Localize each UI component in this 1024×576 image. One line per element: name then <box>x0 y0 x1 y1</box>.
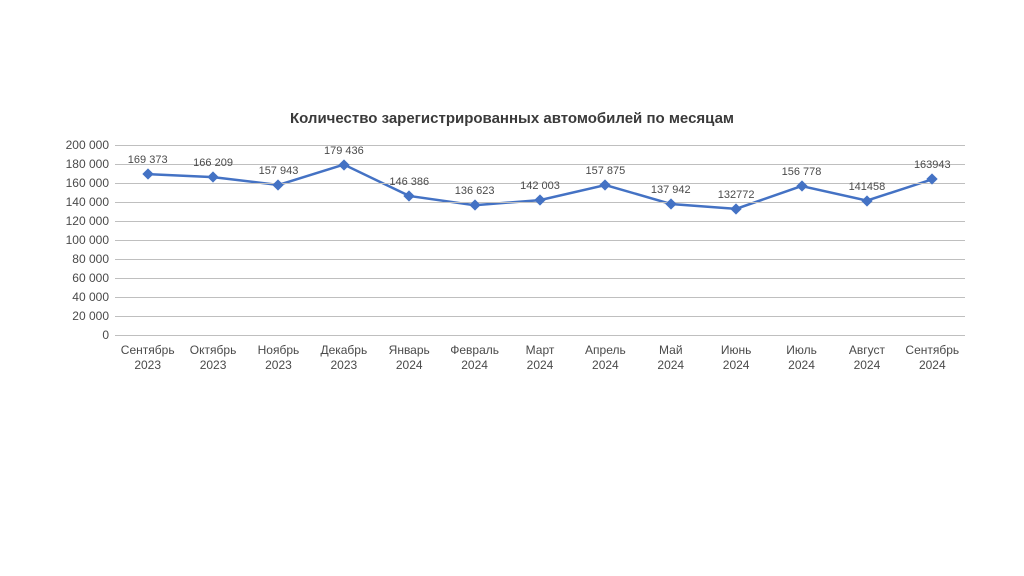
chart-title: Количество зарегистрированных автомобиле… <box>0 110 1024 127</box>
data-label: 179 436 <box>324 145 364 157</box>
y-axis-label: 20 000 <box>72 309 109 323</box>
chart-container: Количество зарегистрированных автомобиле… <box>0 0 1024 576</box>
x-axis-label: Апрель 2024 <box>585 343 626 373</box>
y-axis-label: 80 000 <box>72 252 109 266</box>
grid-line <box>115 259 965 260</box>
grid-line <box>115 145 965 146</box>
x-axis-label: Февраль 2024 <box>450 343 499 373</box>
grid-line <box>115 164 965 165</box>
x-axis-label: Декабрь 2023 <box>320 343 367 373</box>
data-label: 163943 <box>914 159 951 171</box>
x-axis-label: Январь 2024 <box>389 343 430 373</box>
data-label: 137 942 <box>651 184 691 196</box>
grid-line <box>115 221 965 222</box>
grid-line <box>115 316 965 317</box>
data-label: 157 943 <box>259 165 299 177</box>
x-axis-label: Август 2024 <box>849 343 885 373</box>
data-label: 156 778 <box>782 166 822 178</box>
y-axis-label: 60 000 <box>72 271 109 285</box>
y-axis-label: 40 000 <box>72 290 109 304</box>
data-label: 169 373 <box>128 154 168 166</box>
y-axis-label: 180 000 <box>66 157 109 171</box>
plot-area: 020 00040 00060 00080 000100 000120 0001… <box>115 145 965 335</box>
data-label: 141458 <box>849 181 886 193</box>
x-axis-label: Сентябрь 2024 <box>905 343 959 373</box>
grid-line <box>115 297 965 298</box>
grid-line <box>115 240 965 241</box>
data-label: 136 623 <box>455 185 495 197</box>
x-axis-label: Сентябрь 2023 <box>121 343 175 373</box>
grid-line <box>115 278 965 279</box>
x-axis-label: Май 2024 <box>657 343 684 373</box>
y-axis-label: 200 000 <box>66 138 109 152</box>
grid-line <box>115 335 965 336</box>
data-label: 166 209 <box>193 157 233 169</box>
x-axis-label: Июль 2024 <box>786 343 817 373</box>
data-label: 157 875 <box>585 165 625 177</box>
y-axis-label: 100 000 <box>66 233 109 247</box>
x-axis-label: Июнь 2024 <box>721 343 752 373</box>
x-axis-label: Март 2024 <box>526 343 555 373</box>
data-label: 142 003 <box>520 180 560 192</box>
x-axis-label: Октябрь 2023 <box>190 343 237 373</box>
y-axis-label: 120 000 <box>66 214 109 228</box>
data-label: 132772 <box>718 189 755 201</box>
data-label: 146 386 <box>389 176 429 188</box>
y-axis-label: 140 000 <box>66 195 109 209</box>
y-axis-label: 160 000 <box>66 176 109 190</box>
x-axis-label: Ноябрь 2023 <box>258 343 300 373</box>
y-axis-label: 0 <box>102 328 109 342</box>
